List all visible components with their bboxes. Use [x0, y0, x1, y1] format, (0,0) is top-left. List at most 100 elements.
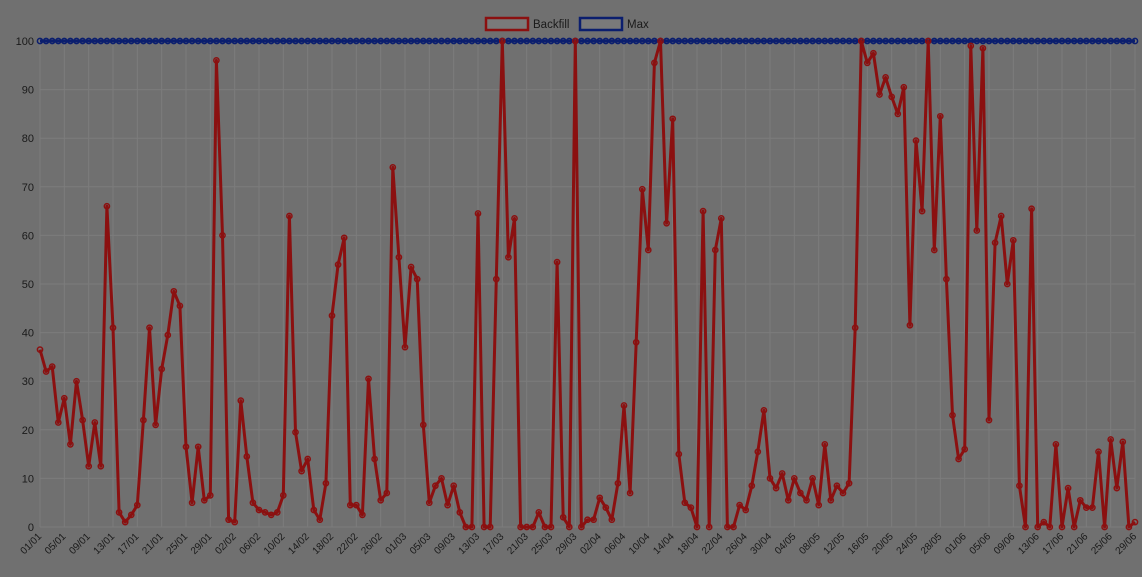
data-point-backfill: [644, 246, 652, 254]
x-tick-label: 17/01: [116, 531, 142, 557]
data-point-backfill: [924, 37, 932, 45]
data-point-backfill: [121, 518, 129, 526]
x-tick-label: 13/01: [92, 531, 118, 557]
data-point-backfill: [961, 445, 969, 453]
data-point-backfill: [359, 511, 366, 519]
data-point-backfill: [772, 484, 780, 492]
data-point-backfill: [1016, 482, 1023, 490]
data-point-backfill: [1003, 280, 1011, 288]
legend-item-max[interactable]: Max: [578, 16, 649, 32]
data-point-max: [121, 37, 129, 45]
data-point-backfill: [1125, 523, 1133, 531]
data-point-max: [870, 37, 877, 45]
y-tick-label: 80: [22, 133, 34, 145]
data-point-backfill: [845, 479, 853, 487]
data-point-backfill: [638, 185, 646, 193]
data-point-backfill: [54, 419, 62, 426]
data-point-backfill: [152, 421, 159, 429]
data-point-max: [541, 37, 549, 45]
data-point-max: [377, 37, 385, 45]
x-tick-label: 01/06: [943, 531, 969, 557]
x-tick-label: 17/06: [1041, 531, 1067, 557]
data-point-max: [298, 37, 305, 45]
data-point-backfill: [407, 263, 415, 271]
data-point-backfill: [1046, 523, 1054, 531]
data-point-max: [158, 37, 166, 45]
data-point-backfill: [1064, 484, 1072, 492]
data-point-max: [949, 37, 956, 45]
data-point-backfill: [565, 523, 573, 531]
legend-swatch: [578, 16, 624, 32]
data-point-max: [352, 37, 360, 45]
data-point-backfill: [900, 83, 908, 91]
data-point-backfill: [760, 407, 768, 414]
data-point-backfill: [511, 215, 518, 222]
data-point-backfill: [1095, 448, 1102, 456]
data-point-max: [626, 37, 634, 45]
x-tick-label: 09/06: [992, 531, 1018, 557]
legend-item-backfill[interactable]: Backfill: [484, 16, 569, 32]
data-point-max: [991, 37, 999, 45]
data-point-max: [717, 37, 725, 45]
y-tick-label: 90: [22, 85, 34, 97]
x-tick-label: 25/01: [165, 531, 191, 557]
data-point-max: [1101, 37, 1108, 45]
data-point-max: [231, 37, 239, 45]
data-point-max: [602, 37, 610, 45]
data-point-max: [888, 37, 896, 45]
x-tick-label: 05/06: [968, 531, 994, 557]
data-point-backfill: [474, 210, 482, 217]
data-point-backfill: [432, 482, 439, 490]
data-point-backfill: [955, 455, 962, 463]
data-point-max: [644, 37, 652, 45]
data-point-max: [547, 37, 555, 45]
data-point-max: [273, 37, 281, 45]
data-point-backfill: [766, 475, 774, 482]
data-point-max: [882, 37, 889, 45]
data-point-max: [827, 37, 835, 45]
data-point-max: [997, 37, 1005, 45]
x-tick-label: 02/04: [578, 531, 604, 557]
x-tick-label: 18/02: [311, 531, 337, 557]
data-point-max: [383, 37, 391, 45]
legend[interactable]: Backfill Max: [484, 16, 649, 32]
data-point-backfill: [876, 91, 883, 98]
data-point-backfill: [973, 227, 981, 234]
y-tick-label: 70: [22, 182, 34, 194]
data-point-max: [450, 37, 458, 45]
data-point-max: [413, 37, 421, 45]
data-point-max: [553, 37, 561, 45]
data-point-max: [778, 37, 786, 45]
data-point-backfill: [651, 59, 658, 67]
data-point-backfill: [870, 49, 877, 57]
data-point-backfill: [888, 93, 896, 101]
data-point-backfill: [912, 137, 920, 144]
data-point-backfill: [79, 416, 86, 424]
x-tick-label: 17/03: [481, 531, 507, 557]
data-point-max: [1052, 37, 1060, 45]
data-point-backfill: [803, 496, 810, 504]
data-point-backfill: [1022, 523, 1029, 531]
data-point-max: [839, 37, 847, 45]
data-point-max: [365, 37, 372, 45]
data-point-max: [578, 37, 585, 45]
x-tick-label: 01/03: [384, 531, 410, 557]
data-point-max: [894, 37, 902, 45]
data-point-max: [748, 37, 756, 45]
x-tick-label: 08/05: [797, 531, 823, 557]
data-point-max: [48, 37, 56, 45]
data-point-max: [1058, 37, 1066, 45]
data-point-backfill: [164, 331, 172, 339]
data-point-backfill: [571, 37, 579, 45]
data-point-backfill: [681, 499, 689, 507]
data-point-backfill: [243, 453, 251, 460]
data-point-backfill: [657, 37, 664, 45]
data-point-max: [279, 37, 287, 45]
data-point-backfill: [298, 467, 305, 475]
data-point-backfill: [699, 207, 707, 215]
data-point-max: [340, 37, 348, 45]
data-point-backfill: [797, 489, 804, 497]
data-point-max: [1040, 37, 1048, 45]
